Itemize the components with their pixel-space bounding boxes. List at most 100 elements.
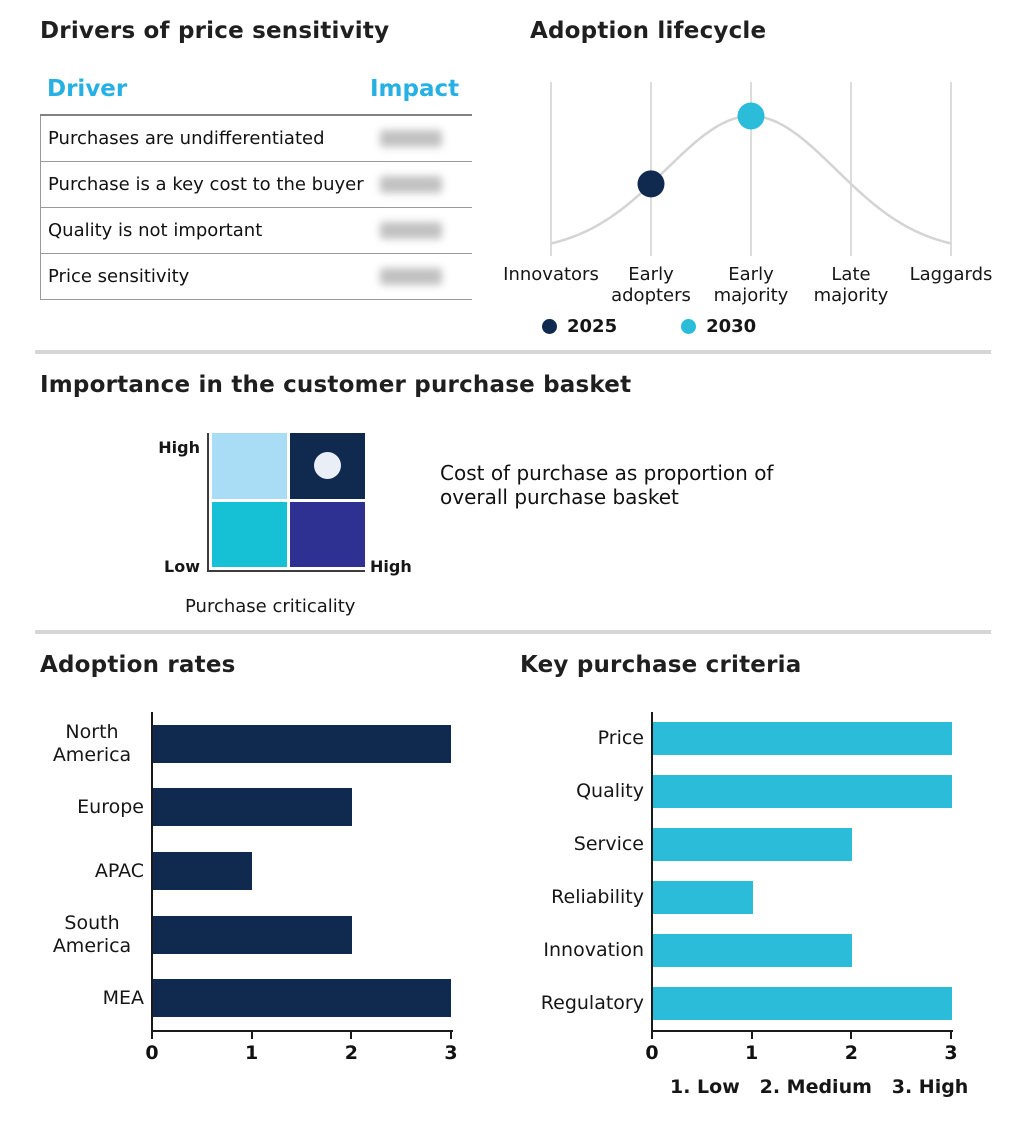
matrix-axes xyxy=(207,433,365,572)
bar xyxy=(653,934,853,967)
lifecycle-category-label: Innovators xyxy=(503,264,599,285)
bar xyxy=(653,881,753,914)
purchase-criteria-title: Key purchase criteria xyxy=(520,652,802,678)
lifecycle-legend: 2025 2030 xyxy=(542,316,756,337)
adoption-rates-panel: Adoption rates North America Europe APAC So… xyxy=(40,652,500,1092)
purchase-criteria-panel: Key purchase criteria Price Quality Servic… xyxy=(520,652,990,1112)
bar xyxy=(153,788,352,827)
bar xyxy=(153,915,352,954)
bar-row xyxy=(653,712,952,765)
section-divider xyxy=(35,630,991,634)
matrix-y-high-label: High xyxy=(158,438,200,457)
bar xyxy=(653,775,952,808)
bar-row xyxy=(653,977,952,1030)
adoption-lifecycle-panel: Adoption lifecycle Innovators Early adopt… xyxy=(503,18,992,348)
tick-mark xyxy=(850,1032,853,1039)
tick-label: 2 xyxy=(344,1042,358,1064)
quadrant-top-left xyxy=(212,433,287,499)
tick-label: 0 xyxy=(145,1042,159,1064)
impact-cell-redacted xyxy=(380,176,442,193)
matrix-y-low-label: Low xyxy=(164,557,200,576)
bar-category-label: MEA xyxy=(40,966,144,1030)
bar xyxy=(653,828,853,861)
bar-row xyxy=(653,765,952,818)
tick-mark xyxy=(750,1032,753,1039)
bar-category-text: Price xyxy=(597,727,644,750)
tick-mark xyxy=(151,1032,153,1039)
purchase-basket-title: Importance in the customer purchase bask… xyxy=(40,372,632,398)
lifecycle-category-label: Early adopters xyxy=(611,264,691,307)
matrix-annotation: Cost of purchase as proportion of overal… xyxy=(440,461,774,509)
bar-category-label: Regulatory xyxy=(520,977,644,1030)
adoption-rates-bars xyxy=(153,712,451,1030)
bar-category-label: APAC xyxy=(40,839,144,903)
bar-row xyxy=(153,966,451,1030)
tick-label: 3 xyxy=(944,1042,958,1064)
table-row: Purchase is a key cost to the buyer xyxy=(41,162,472,208)
bar xyxy=(653,987,952,1020)
legend-dot xyxy=(542,319,557,334)
tick-mark xyxy=(950,1032,952,1039)
bar-category-label: Innovation xyxy=(520,924,644,977)
impact-cell-redacted xyxy=(380,130,442,147)
matrix-x-high-label: High xyxy=(370,557,412,576)
matrix-x-axis-label: Purchase criticality xyxy=(185,596,356,617)
driver-cell: Purchases are undifferentiated xyxy=(48,128,325,149)
tick-label: 1 xyxy=(745,1042,759,1064)
legend-item: 2030 xyxy=(681,316,756,337)
bar-category-text: Regulatory xyxy=(540,992,644,1015)
table-row: Purchases are undifferentiated xyxy=(41,116,472,162)
quadrant-bottom-left xyxy=(212,501,287,567)
bar xyxy=(653,722,952,755)
table-row: Price sensitivity xyxy=(41,254,472,300)
tick-label: 1 xyxy=(245,1042,259,1064)
bar-category-text: North America xyxy=(52,721,132,766)
bar xyxy=(153,724,451,763)
bar-category-label: Europe xyxy=(40,776,144,840)
tick-label: 2 xyxy=(844,1042,858,1064)
bar-category-label: Price xyxy=(520,712,644,765)
bar-row xyxy=(153,776,451,840)
lifecycle-category-label: Laggards xyxy=(909,264,993,285)
price-drivers-title: Drivers of price sensitivity xyxy=(40,18,390,44)
adoption-rates-labels: North America Europe APAC South America MEA xyxy=(40,712,144,1030)
price-drivers-panel: Drivers of price sensitivity Driver Impa… xyxy=(40,18,472,318)
driver-cell: Quality is not important xyxy=(48,220,263,241)
impact-cell-redacted xyxy=(380,222,442,239)
bar-category-text: Quality xyxy=(576,780,644,803)
section-divider xyxy=(35,350,991,354)
lifecycle-point-2030 xyxy=(737,102,765,130)
quadrant-top-right xyxy=(290,433,365,499)
lifecycle-category-label: Late majority xyxy=(813,264,889,307)
tick-label: 3 xyxy=(444,1042,458,1064)
driver-cell: Price sensitivity xyxy=(48,266,190,287)
purchase-criteria-labels: Price Quality Service Reliability Innovation… xyxy=(520,712,644,1030)
legend-dot xyxy=(681,319,697,334)
tick-label: 0 xyxy=(645,1042,659,1064)
bar-category-text: Service xyxy=(573,833,644,856)
lifecycle-category-labels: Innovators Early adopters Early majority La… xyxy=(503,264,992,316)
legend-label: 2025 xyxy=(567,316,618,337)
legend-item: 2025 xyxy=(542,316,617,337)
tick-mark xyxy=(651,1032,653,1039)
quadrant-bottom-right xyxy=(290,501,365,567)
tick-mark xyxy=(350,1032,353,1039)
bar-category-text: South America xyxy=(52,911,132,957)
two-by-two-matrix xyxy=(212,433,365,567)
bar-row xyxy=(653,818,952,871)
matrix-marker-dot xyxy=(314,452,341,480)
bar-row xyxy=(153,903,451,967)
bar-category-text: APAC xyxy=(94,859,144,882)
bar-category-label: Reliability xyxy=(520,871,644,924)
bar-category-text: MEA xyxy=(102,986,144,1009)
legend-label: 2030 xyxy=(706,316,757,337)
lifecycle-category-label: Early majority xyxy=(713,264,789,307)
table-header-row: Driver Impact xyxy=(40,62,472,116)
y-axis-line xyxy=(151,712,153,1032)
tick-mark xyxy=(450,1032,452,1039)
bar-category-text: Europe xyxy=(77,795,144,818)
bar-category-label: Service xyxy=(520,818,644,871)
bar-row xyxy=(653,871,952,924)
bar-category-label: South America xyxy=(40,903,144,967)
x-axis-line xyxy=(651,1030,953,1032)
